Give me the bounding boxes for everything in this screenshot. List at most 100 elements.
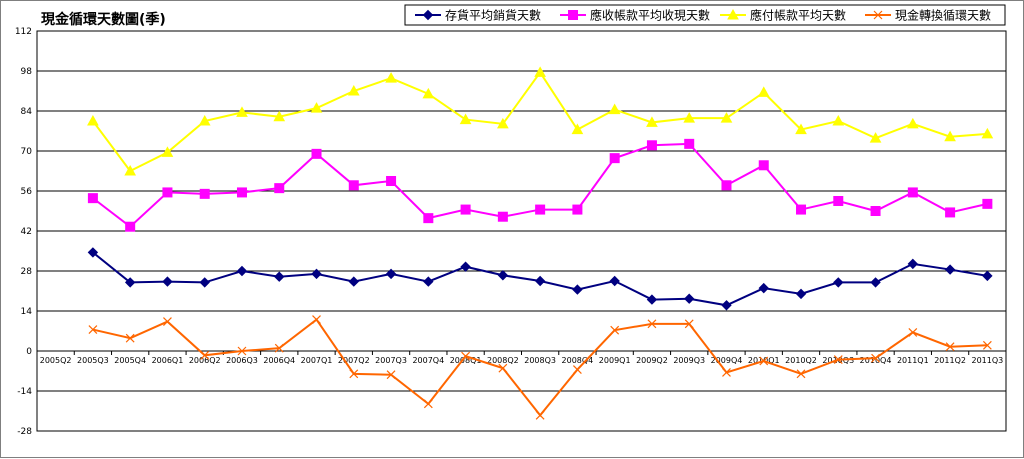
data-point [646, 140, 657, 151]
data-point [348, 180, 359, 191]
data-point [684, 319, 694, 329]
y-tick-label: 42 [21, 227, 32, 237]
data-point [720, 112, 733, 123]
data-point [833, 196, 844, 206]
legend-label: 現金轉換循環天數 [895, 8, 991, 23]
data-point [236, 106, 248, 117]
data-point [870, 206, 881, 216]
series-1 [87, 138, 993, 232]
data-point [647, 319, 657, 329]
legend-marker [727, 8, 739, 20]
data-point [385, 72, 397, 83]
data-point [833, 355, 843, 364]
legend-marker [568, 10, 578, 20]
data-point [572, 204, 583, 215]
data-point [124, 277, 136, 288]
x-tick-label: 2007Q4 [412, 356, 444, 365]
legend-label: 應付帳款平均天數 [750, 8, 846, 23]
legend-marker [873, 10, 883, 20]
data-point [571, 123, 584, 135]
data-point [497, 211, 508, 222]
data-point [982, 198, 993, 209]
data-point [274, 343, 284, 353]
data-point [572, 365, 582, 374]
data-point [161, 146, 174, 157]
data-point [386, 176, 397, 186]
series-line [92, 318, 988, 417]
data-point [757, 86, 770, 97]
x-tick-label: 2011Q2 [934, 356, 966, 365]
y-tick-label: 14 [21, 307, 33, 317]
data-point [461, 351, 471, 361]
data-point [684, 293, 695, 304]
data-point [385, 268, 397, 280]
x-tick-label: 2006Q2 [189, 356, 221, 365]
data-point [833, 277, 844, 288]
data-point [945, 342, 955, 352]
legend-marker [422, 9, 434, 21]
data-point [349, 369, 359, 379]
legend-box [404, 4, 1006, 26]
series-line [92, 70, 988, 173]
data-point [459, 113, 472, 125]
data-point [795, 288, 807, 300]
x-tick-label: 2008Q3 [524, 356, 556, 365]
x-tick-label: 2008Q4 [562, 356, 594, 365]
data-point [200, 350, 210, 360]
x-tick-label: 2011Q1 [897, 356, 929, 365]
legend: 存貨平均銷貨天數 應收帳款平均收現天數 應付帳款平均天數 現金轉換循環天數 [404, 4, 1006, 26]
data-point [237, 346, 247, 356]
grid-lines [36, 30, 1007, 432]
data-point [311, 268, 322, 280]
data-point [796, 204, 807, 215]
data-point [497, 117, 509, 129]
data-point [646, 294, 658, 305]
data-point [608, 103, 621, 115]
data-point [87, 193, 98, 204]
data-point [460, 204, 471, 215]
data-point [908, 328, 918, 337]
data-point [982, 340, 992, 350]
y-tick-label: 112 [15, 27, 32, 37]
x-tick-label: 2010Q2 [785, 356, 817, 365]
series-3 [88, 315, 992, 420]
chart-title: 現金循環天數圖(季) [41, 11, 166, 28]
data-point [311, 148, 322, 159]
x-tick-label: 2005Q3 [77, 356, 109, 365]
data-point [460, 261, 471, 272]
data-point [758, 160, 769, 171]
data-point [497, 270, 509, 281]
legend-label: 應收帳款平均收現天數 [590, 8, 710, 23]
x-tick-label: 2007Q1 [301, 356, 333, 365]
series-0 [87, 247, 993, 311]
y-tick-label: 0 [26, 347, 32, 357]
series-2 [87, 66, 994, 176]
data-point [310, 102, 323, 113]
y-tick-label: 98 [21, 67, 33, 77]
data-point [162, 187, 173, 198]
data-point [423, 276, 434, 287]
data-point [609, 275, 620, 287]
data-point [870, 277, 881, 288]
x-tick-label: 2005Q4 [114, 356, 146, 365]
data-point [422, 87, 435, 99]
x-tick-label: 2010Q4 [860, 356, 892, 365]
data-point [423, 399, 433, 409]
data-point [907, 258, 919, 270]
data-point [945, 207, 956, 218]
data-point [125, 333, 135, 343]
y-axis-ticks: -28 -14 0 14 28 42 56 70 84 98 112 [15, 27, 32, 437]
data-point [535, 410, 545, 420]
x-tick-label: 2008Q1 [450, 356, 482, 365]
data-point [236, 265, 248, 277]
y-tick-label: -28 [17, 427, 32, 437]
data-point [535, 204, 546, 215]
data-point [534, 66, 546, 77]
x-tick-label: 2008Q2 [487, 356, 519, 365]
data-point [721, 300, 732, 311]
data-point [312, 315, 321, 324]
data-point [683, 112, 696, 123]
series-layer [87, 66, 994, 420]
